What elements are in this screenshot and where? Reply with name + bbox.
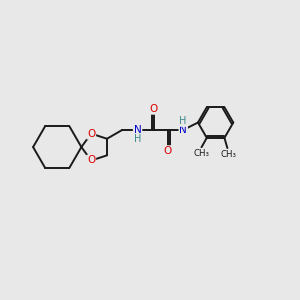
Text: CH₃: CH₃ [194,149,209,158]
Text: O: O [163,146,171,156]
Text: O: O [149,104,157,114]
Text: O: O [87,129,95,139]
Text: N: N [134,125,142,135]
Text: CH₃: CH₃ [221,149,237,158]
Text: N: N [179,125,187,135]
Text: O: O [87,155,95,166]
Text: H: H [179,116,187,126]
Text: H: H [134,134,141,144]
